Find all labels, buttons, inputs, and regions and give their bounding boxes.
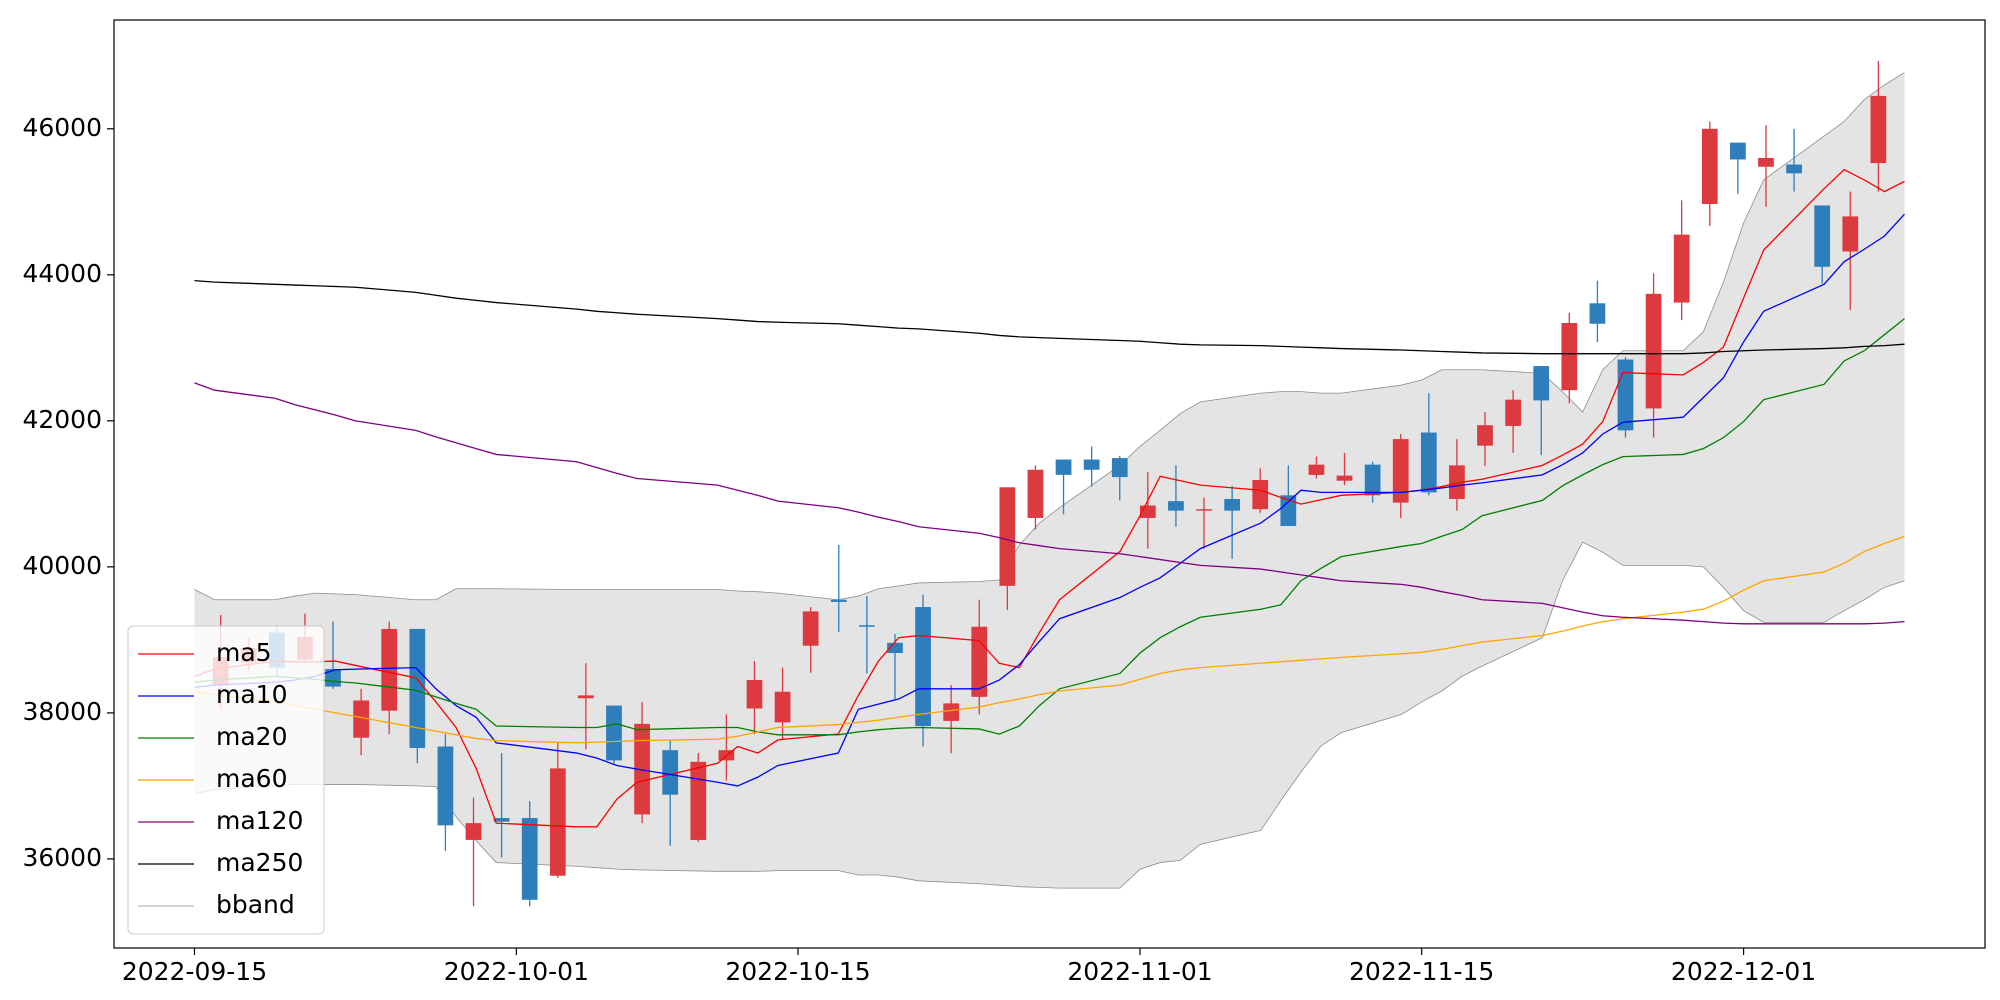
- candle-body: [858, 625, 875, 627]
- candle-body: [1701, 128, 1718, 204]
- candle-body: [634, 723, 650, 815]
- legend-label: ma10: [216, 680, 287, 709]
- legend-label: ma5: [216, 638, 272, 667]
- candle-body: [1505, 399, 1521, 426]
- ma-line: [194, 382, 1905, 625]
- candle-body: [549, 768, 566, 876]
- candle-body: [1589, 303, 1606, 324]
- candle-body: [1336, 475, 1353, 481]
- candle-body: [887, 642, 903, 654]
- y-tick-label: 46000: [22, 113, 102, 142]
- x-tick-label: 2022-11-15: [1349, 957, 1494, 986]
- candle-body: [999, 487, 1016, 586]
- ma-line: [194, 280, 1905, 355]
- x-tick-label: 2022-10-15: [725, 957, 870, 986]
- candle-body: [943, 703, 960, 721]
- candle-body: [1842, 216, 1859, 252]
- candle-body: [1561, 323, 1578, 391]
- y-tick-label: 38000: [22, 697, 102, 726]
- candle-body: [1364, 464, 1381, 496]
- candle-body: [381, 628, 398, 711]
- y-tick-label: 40000: [22, 551, 102, 580]
- candle-body: [1420, 432, 1437, 493]
- ma-line: [194, 168, 1905, 828]
- legend-label: ma250: [216, 848, 303, 877]
- candle-body: [1645, 293, 1662, 409]
- candle-body: [1280, 495, 1297, 526]
- candle-body: [662, 750, 679, 795]
- candle-body: [915, 607, 931, 727]
- candle-body: [830, 599, 847, 602]
- band-line: [194, 72, 1905, 601]
- candle-body: [437, 746, 454, 826]
- candle-body: [1814, 205, 1831, 267]
- candle-body: [493, 818, 510, 822]
- candle-body: [1673, 234, 1690, 303]
- legend-label: bband: [216, 890, 295, 919]
- candle-body: [606, 705, 622, 761]
- candle-body: [746, 680, 763, 709]
- candle-body: [521, 818, 538, 900]
- candle-body: [1392, 439, 1409, 503]
- x-tick-label: 2022-09-15: [122, 957, 267, 986]
- candle-body: [1111, 458, 1128, 478]
- candle-body: [578, 695, 594, 699]
- legend-box: [127, 625, 325, 935]
- candle-body: [1617, 359, 1634, 431]
- candle-body: [1477, 425, 1493, 446]
- y-tick-label: 44000: [22, 259, 102, 288]
- y-tick-label: 36000: [22, 843, 102, 872]
- ma-line: [194, 318, 1905, 736]
- x-tick-label: 2022-10-01: [444, 957, 589, 986]
- candle-body: [1027, 469, 1044, 518]
- legend-label: ma120: [216, 806, 303, 835]
- candle-body: [353, 700, 369, 738]
- band-area: [194, 72, 1905, 889]
- candle-body: [1168, 501, 1184, 511]
- x-tick-label: 2022-12-01: [1671, 957, 1816, 986]
- candle-body: [690, 761, 707, 840]
- candle-body: [1252, 479, 1269, 510]
- legend-label: ma20: [216, 722, 287, 751]
- candle-body: [1055, 459, 1072, 475]
- candle-body: [1224, 498, 1241, 511]
- candle-body: [1083, 459, 1100, 470]
- candle-body: [1196, 509, 1212, 511]
- candle-body: [1533, 366, 1550, 401]
- candle-body: [1449, 465, 1465, 499]
- candle-body: [409, 628, 426, 748]
- ma-line: [194, 213, 1906, 787]
- candle-body: [774, 691, 791, 723]
- legend-label: ma60: [216, 764, 287, 793]
- candle-body: [1730, 142, 1746, 160]
- candle-body: [1870, 95, 1887, 164]
- candle-body: [1308, 464, 1325, 475]
- candle-body: [465, 823, 482, 840]
- x-tick-label: 2022-11-01: [1067, 957, 1212, 986]
- plot-frame: [113, 19, 1986, 949]
- candle-body: [1758, 157, 1774, 167]
- candle-body: [1786, 164, 1802, 174]
- candle-body: [802, 611, 819, 646]
- y-tick-label: 42000: [22, 405, 102, 434]
